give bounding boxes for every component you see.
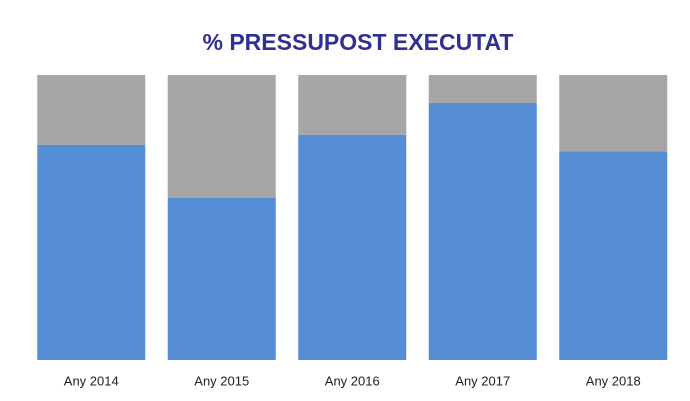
bar-segment bbox=[428, 75, 537, 103]
chart-title: % PRESSUPOST EXECUTAT bbox=[203, 29, 514, 55]
x-tick-label: Any 2018 bbox=[586, 373, 641, 388]
bar-segment bbox=[37, 144, 146, 360]
bar-segment bbox=[37, 75, 146, 145]
bar-segment bbox=[167, 75, 276, 199]
bar-segment bbox=[559, 75, 668, 152]
bar-segment bbox=[167, 198, 276, 360]
bar-segment bbox=[559, 151, 668, 360]
bar-segment bbox=[298, 75, 407, 135]
bar-segment bbox=[298, 134, 407, 360]
x-tick-label: Any 2015 bbox=[194, 373, 249, 388]
bar-segment bbox=[428, 102, 537, 360]
x-tick-label: Any 2014 bbox=[64, 373, 119, 388]
x-tick-label: Any 2017 bbox=[455, 373, 510, 388]
x-tick-label: Any 2016 bbox=[325, 373, 380, 388]
